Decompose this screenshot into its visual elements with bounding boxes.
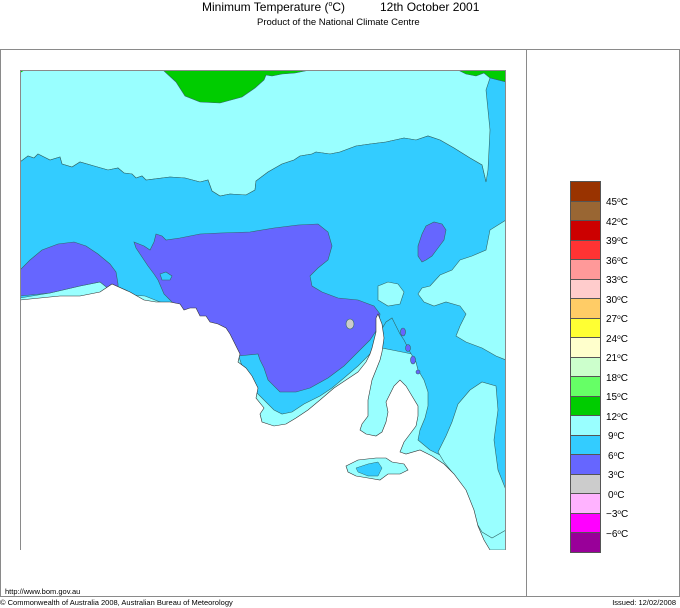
subtitle: Product of the National Climate Centre bbox=[257, 17, 420, 28]
legend-swatch bbox=[570, 473, 601, 493]
legend-label-39: 39oC bbox=[606, 236, 628, 247]
legend-label-minus3: −3oC bbox=[606, 509, 629, 520]
chart-title: Minimum Temperature (oC) 12th October 20… bbox=[0, 0, 680, 20]
band-12-15-north bbox=[162, 70, 311, 104]
legend-swatch bbox=[570, 376, 601, 396]
legend-swatch bbox=[570, 532, 601, 553]
title-date: 12th October 2001 bbox=[380, 0, 480, 14]
legend-swatch bbox=[570, 298, 601, 318]
legend-label-15: 15oC bbox=[606, 392, 628, 403]
band-6-9-inlet bbox=[159, 271, 173, 281]
band-3-6-spot-4 bbox=[415, 369, 421, 375]
legend-swatch bbox=[570, 317, 601, 337]
legend bbox=[570, 181, 601, 553]
band-3-6-spot-3 bbox=[410, 355, 416, 365]
legend-swatch bbox=[570, 434, 601, 454]
legend-label-12: 12oC bbox=[606, 411, 628, 423]
legend-label-6: 6oC bbox=[608, 450, 625, 462]
legend-label-27: 27oC bbox=[606, 314, 628, 325]
legend-label-minus6: −6oC bbox=[606, 528, 629, 540]
band-9-12-lake bbox=[377, 281, 405, 307]
legend-label-21: 21oC bbox=[606, 353, 628, 364]
band-3-6-spot-2 bbox=[405, 344, 411, 352]
legend-swatch bbox=[570, 259, 601, 279]
legend-swatch bbox=[570, 200, 601, 220]
band-9-12-southeast bbox=[437, 381, 506, 539]
kangaroo-island-inner bbox=[355, 461, 383, 477]
legend-label-3: 3oC bbox=[608, 470, 625, 481]
legend-swatch bbox=[570, 356, 601, 376]
legend-label-36: 36oC bbox=[606, 255, 628, 267]
legend-label-9: 9oC bbox=[608, 431, 625, 442]
legend-swatch bbox=[570, 278, 601, 298]
legend-label-42: 42oC bbox=[606, 216, 628, 228]
copyright: © Commonwealth of Australia 2008, Austra… bbox=[0, 598, 233, 607]
legend-label-33: 33oC bbox=[606, 275, 628, 286]
legend-swatch bbox=[570, 220, 601, 240]
band-9-12-east bbox=[417, 219, 506, 361]
legend-swatch bbox=[570, 454, 601, 474]
band-3-6-northeast bbox=[417, 221, 447, 263]
temperature-map bbox=[20, 70, 506, 560]
legend-swatch bbox=[570, 239, 601, 259]
band-3-6-west bbox=[20, 241, 119, 297]
band-0-3-spot bbox=[345, 318, 355, 330]
legend-swatch bbox=[570, 395, 601, 415]
legend-swatch bbox=[570, 415, 601, 435]
band-3-6-spot-1 bbox=[400, 327, 406, 337]
legend-swatch bbox=[570, 181, 601, 201]
source-url: http://www.bom.gov.au bbox=[5, 587, 81, 596]
legend-label-45: 45oC bbox=[606, 197, 628, 208]
legend-label-24: 24oC bbox=[606, 333, 628, 345]
legend-label-30: 30oC bbox=[606, 294, 628, 306]
issued-date: Issued: 12/02/2008 bbox=[612, 598, 676, 607]
legend-label-0: 0oC bbox=[608, 489, 625, 501]
ocean-mask-bottom bbox=[20, 550, 506, 560]
legend-swatch bbox=[570, 337, 601, 357]
ocean-area bbox=[20, 283, 506, 560]
title-text: Minimum Temperature (oC) bbox=[202, 0, 346, 14]
legend-label-18: 18oC bbox=[606, 372, 628, 384]
legend-swatch bbox=[570, 512, 601, 532]
legend-divider bbox=[526, 49, 527, 596]
legend-swatch bbox=[570, 493, 601, 513]
